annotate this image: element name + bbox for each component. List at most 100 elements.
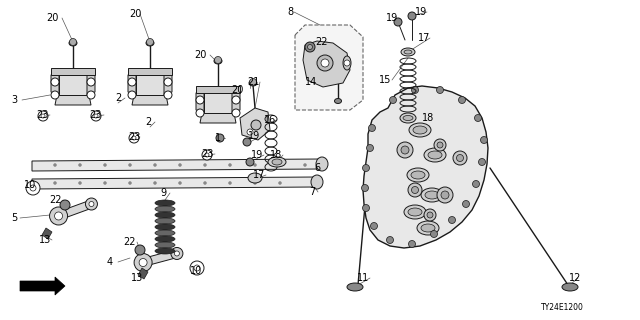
Text: 19: 19 (251, 150, 263, 160)
Circle shape (434, 139, 446, 151)
Circle shape (87, 91, 95, 99)
Text: 19: 19 (248, 131, 260, 141)
Circle shape (362, 204, 369, 212)
Text: 13: 13 (131, 273, 143, 283)
Ellipse shape (155, 218, 175, 224)
Circle shape (278, 181, 282, 185)
Circle shape (147, 38, 154, 45)
Text: 9: 9 (160, 188, 166, 198)
Circle shape (216, 134, 224, 142)
Circle shape (472, 180, 479, 188)
Circle shape (139, 259, 147, 267)
Ellipse shape (155, 230, 175, 236)
Circle shape (250, 78, 257, 85)
Text: 1: 1 (215, 133, 221, 143)
Circle shape (321, 59, 329, 67)
Polygon shape (200, 113, 236, 123)
Ellipse shape (409, 123, 431, 137)
Circle shape (134, 253, 152, 272)
Ellipse shape (404, 205, 426, 219)
Circle shape (412, 86, 419, 93)
Text: 20: 20 (129, 9, 141, 19)
Circle shape (424, 209, 436, 221)
Circle shape (164, 78, 172, 86)
Circle shape (253, 181, 257, 185)
Text: 3: 3 (11, 95, 17, 105)
Polygon shape (57, 200, 93, 220)
Text: 16: 16 (264, 115, 276, 125)
Ellipse shape (428, 151, 442, 159)
Text: 19: 19 (386, 13, 398, 23)
Polygon shape (42, 228, 52, 239)
Circle shape (91, 111, 101, 121)
Circle shape (369, 124, 376, 132)
Ellipse shape (347, 283, 363, 291)
Text: 8: 8 (287, 7, 293, 17)
Polygon shape (240, 108, 270, 140)
Text: 18: 18 (270, 150, 282, 160)
Circle shape (94, 114, 98, 118)
Ellipse shape (424, 148, 446, 162)
Ellipse shape (311, 175, 323, 189)
Circle shape (431, 230, 438, 237)
Polygon shape (196, 88, 204, 113)
Text: 7: 7 (309, 187, 315, 197)
Circle shape (194, 265, 200, 271)
Ellipse shape (421, 188, 443, 202)
Polygon shape (164, 70, 172, 95)
Text: 23: 23 (201, 149, 213, 159)
Circle shape (367, 145, 374, 151)
Circle shape (401, 146, 409, 154)
Circle shape (228, 181, 232, 185)
Circle shape (453, 151, 467, 165)
Text: 14: 14 (305, 77, 317, 87)
Circle shape (251, 120, 261, 130)
Circle shape (104, 181, 106, 185)
Circle shape (86, 198, 97, 210)
Circle shape (30, 185, 36, 191)
Circle shape (51, 78, 59, 86)
Text: 20: 20 (46, 13, 58, 23)
Ellipse shape (407, 168, 429, 182)
Circle shape (164, 91, 172, 99)
Circle shape (190, 261, 204, 275)
Polygon shape (128, 68, 172, 75)
Text: 2: 2 (115, 93, 121, 103)
Ellipse shape (155, 206, 175, 212)
Text: 5: 5 (11, 213, 17, 223)
Circle shape (394, 18, 402, 26)
Circle shape (154, 181, 157, 185)
Circle shape (51, 91, 59, 99)
Circle shape (132, 136, 136, 140)
Circle shape (26, 181, 40, 195)
Text: 18: 18 (422, 113, 434, 123)
Circle shape (247, 129, 253, 135)
Circle shape (87, 78, 95, 86)
Ellipse shape (155, 200, 175, 206)
Ellipse shape (401, 48, 415, 56)
Circle shape (427, 212, 433, 218)
Polygon shape (59, 70, 87, 95)
Ellipse shape (316, 157, 328, 171)
Polygon shape (51, 70, 59, 95)
Text: 6: 6 (314, 163, 320, 173)
Circle shape (305, 42, 315, 52)
Circle shape (202, 150, 212, 160)
Text: FR.: FR. (38, 282, 58, 292)
Text: 10: 10 (24, 180, 36, 190)
Circle shape (79, 181, 81, 185)
Circle shape (307, 44, 312, 50)
Circle shape (408, 241, 415, 247)
Ellipse shape (335, 99, 342, 103)
Circle shape (408, 183, 422, 197)
Ellipse shape (249, 80, 257, 86)
Circle shape (278, 164, 282, 166)
Circle shape (54, 212, 63, 220)
Circle shape (179, 164, 182, 166)
Text: 23: 23 (36, 110, 48, 120)
Ellipse shape (214, 58, 222, 64)
Circle shape (437, 142, 443, 148)
Circle shape (129, 133, 139, 143)
Text: 4: 4 (107, 257, 113, 267)
Text: 20: 20 (231, 85, 243, 95)
